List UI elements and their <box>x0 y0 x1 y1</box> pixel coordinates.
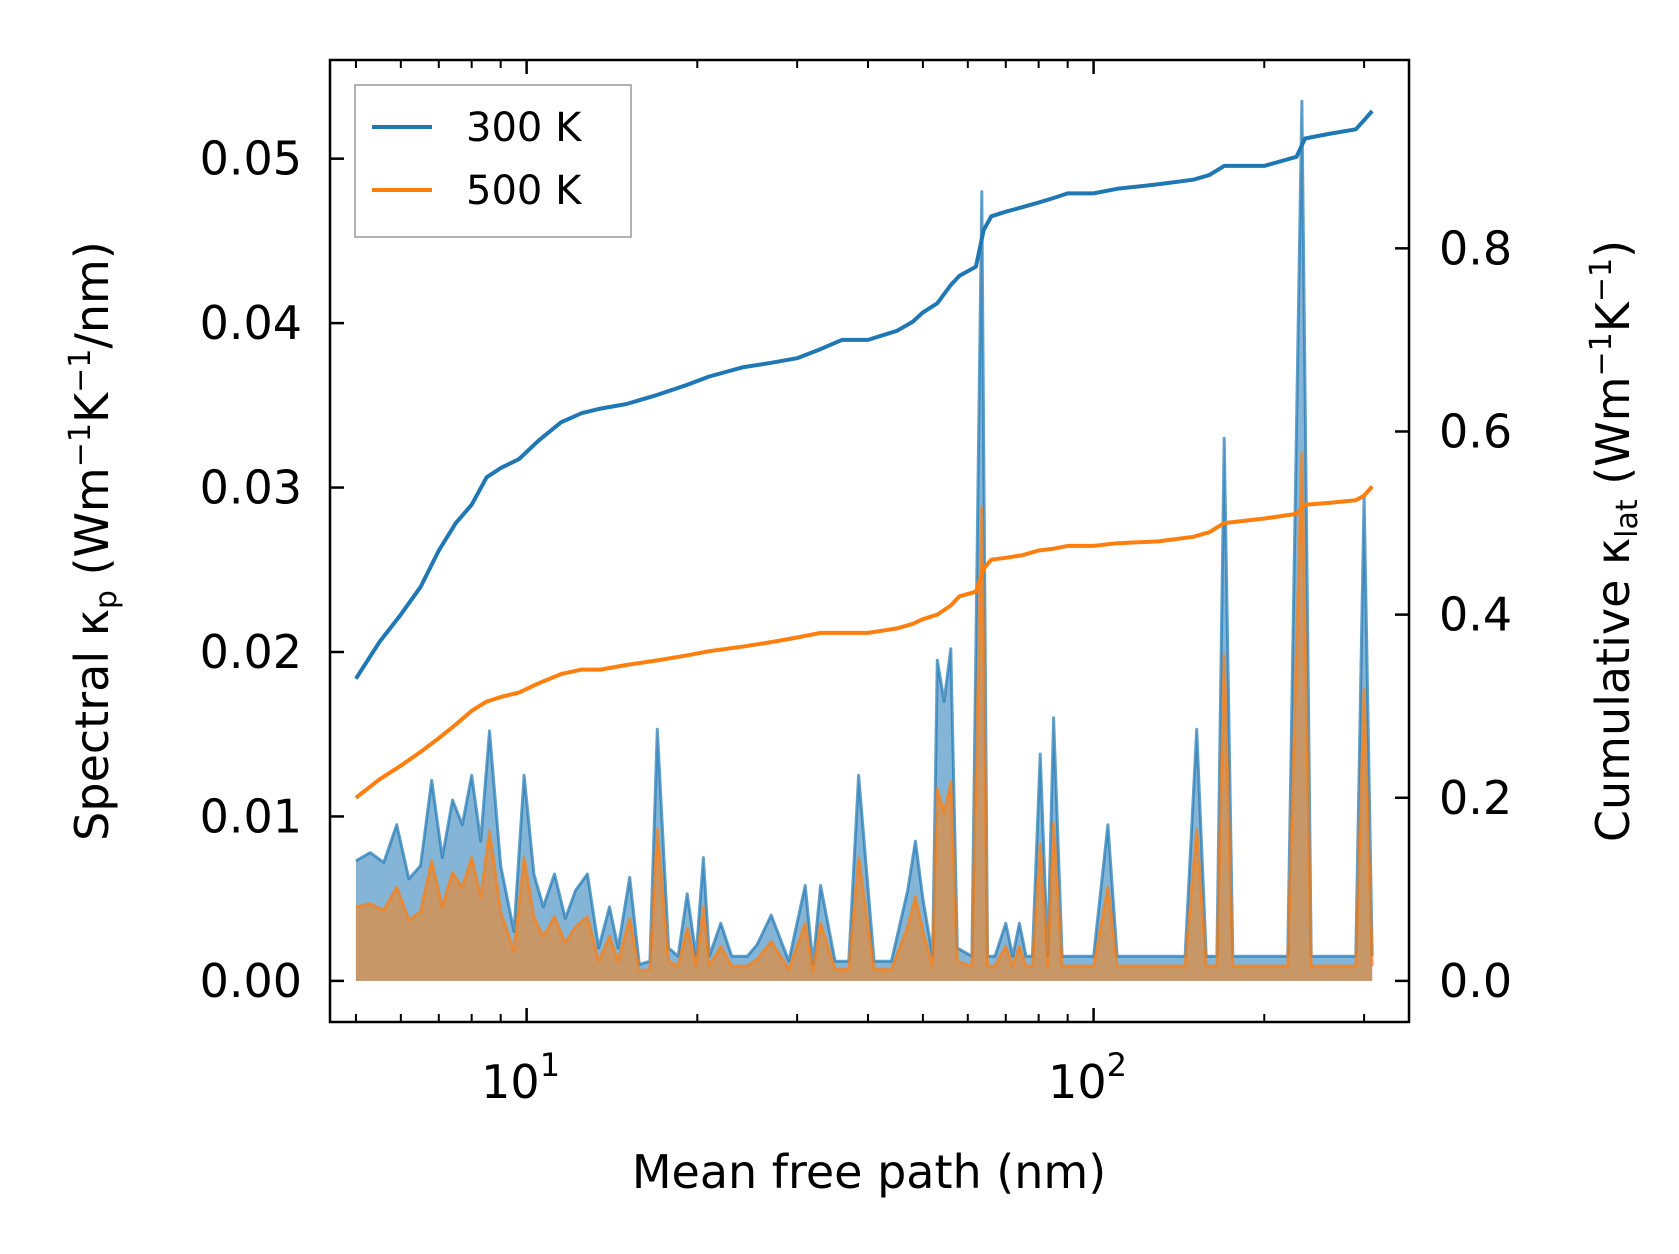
axis-ticks <box>330 60 1409 1022</box>
cumulative-line-300k <box>354 109 1374 680</box>
plot-frame <box>328 58 1411 1024</box>
left-y-axis-title: Spectral κp (Wm−1K−1/nm) <box>63 241 124 841</box>
right-y-axis-title: Cumulative κlat (Wm−1K−1) <box>1584 240 1645 842</box>
left-y-title-subscript: p <box>89 590 124 609</box>
x-tick-label: 101 <box>481 1046 560 1109</box>
left-y-title-unit-nm: /nm) <box>65 241 119 348</box>
spectral-lines <box>355 99 1374 973</box>
x-tick-label: 102 <box>1048 1046 1127 1109</box>
spectral-fill-500k <box>355 453 1373 981</box>
legend-label-500k: 500 K <box>466 168 583 214</box>
right-y-title-subscript: lat <box>1610 499 1645 538</box>
left-y-title-superscript-1: −1 <box>63 423 98 467</box>
right-y-title-superscript-1: −1 <box>1584 332 1619 376</box>
cumulative-line-500k <box>354 485 1374 800</box>
left-y-title-superscript-2: −1 <box>63 349 98 393</box>
right-y-title-close: ) <box>1586 240 1640 258</box>
left-y-title-unit-k: K <box>65 391 119 423</box>
right-y-title-unit-w: (Wm <box>1586 376 1640 499</box>
right-y-title-main: Cumulative κ <box>1586 538 1640 842</box>
x-tick-label-base: 10 <box>481 1055 540 1109</box>
legend-box <box>354 84 632 238</box>
cumulative-lines <box>354 109 1374 800</box>
left-y-tick-label: 0.01 <box>200 789 302 843</box>
right-y-tick-label: 0.4 <box>1439 588 1512 642</box>
x-tick-label-exponent: 2 <box>1107 1046 1127 1084</box>
left-y-title-main: Spectral κ <box>65 609 119 841</box>
left-y-tick-label: 0.02 <box>200 625 302 679</box>
left-y-tick-label: 0.05 <box>200 132 302 186</box>
right-y-tick-label: 0.6 <box>1439 404 1512 458</box>
legend-label-300k: 300 K <box>466 105 583 151</box>
left-y-title-unit-w: (Wm <box>65 467 119 590</box>
x-axis-title: Mean free path (nm) <box>632 1145 1106 1199</box>
left-y-tick-label: 0.04 <box>200 296 302 350</box>
spectral-fills <box>355 101 1373 981</box>
x-tick-label-exponent: 1 <box>540 1046 560 1084</box>
right-y-title-unit-k: K <box>1586 300 1640 332</box>
right-y-tick-label: 0.0 <box>1439 954 1512 1008</box>
right-y-tick-label: 0.8 <box>1439 221 1512 275</box>
right-y-tick-label: 0.2 <box>1439 771 1512 825</box>
legend: 300 K 500 K <box>354 84 632 238</box>
left-y-tick-label: 0.00 <box>200 954 302 1008</box>
right-y-title-superscript-2: −1 <box>1584 258 1619 302</box>
left-y-tick-label: 0.03 <box>200 461 302 515</box>
tick-labels: 0.00 0.01 0.02 0.03 0.04 0.05 0.0 0.2 0.4 0.6 0.8 1… <box>200 132 1513 1109</box>
spectral-line-500k <box>355 451 1374 973</box>
x-tick-label-base: 10 <box>1048 1055 1107 1109</box>
